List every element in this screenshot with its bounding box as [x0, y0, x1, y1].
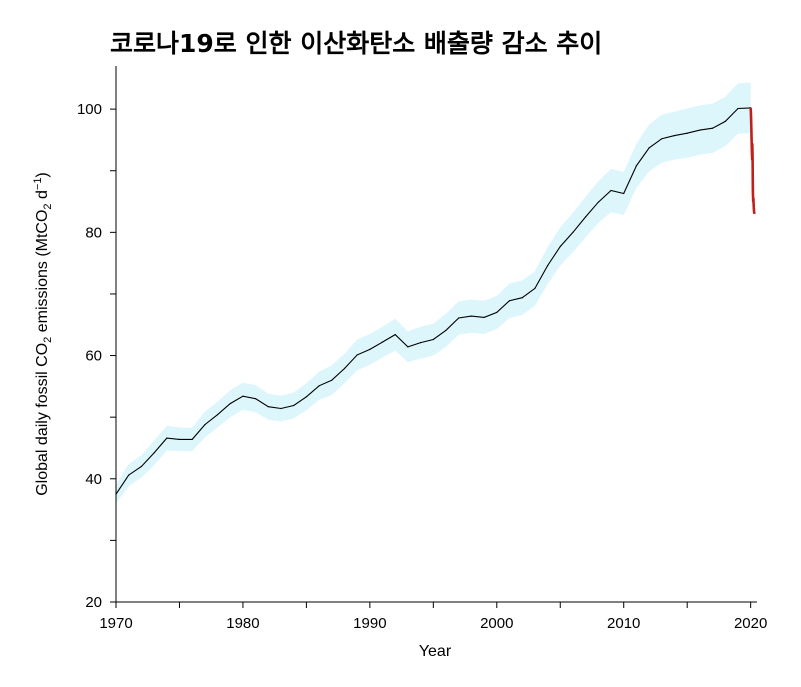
data-point — [242, 395, 244, 397]
y-axis-label: Global daily fossil CO2 emissions (MtCO2… — [32, 172, 54, 496]
data-point — [255, 398, 257, 400]
data-point — [712, 127, 714, 129]
x-tick-label: 1990 — [353, 615, 386, 632]
covid-daily-line-layer — [749, 107, 756, 215]
data-point — [496, 311, 498, 313]
data-point — [508, 300, 511, 302]
data-point — [445, 329, 447, 331]
data-point — [521, 297, 523, 299]
data-point — [382, 341, 384, 343]
data-point — [280, 407, 282, 410]
data-point — [356, 354, 358, 356]
data-point — [204, 424, 206, 426]
y-tick-label: 100 — [77, 101, 102, 118]
y-tick-label: 80 — [85, 224, 102, 241]
data-point — [547, 265, 549, 267]
y-tick-label: 40 — [85, 471, 102, 488]
x-tick-label: 2000 — [480, 615, 513, 632]
x-axis-label: Year — [419, 643, 452, 660]
data-point — [432, 338, 434, 341]
covid-2020-daily-line — [749, 107, 756, 215]
axes-layer — [115, 66, 757, 603]
data-point — [229, 403, 231, 405]
x-tick-label: 2010 — [607, 615, 640, 632]
data-point — [293, 404, 295, 407]
data-point — [559, 245, 561, 248]
data-point — [458, 317, 460, 319]
data-point — [191, 438, 193, 440]
data-point — [216, 414, 219, 416]
data-point — [534, 287, 536, 289]
data-point — [673, 135, 676, 137]
data-point — [597, 201, 599, 203]
data-point — [610, 189, 612, 192]
data-point — [153, 452, 155, 454]
data-point — [699, 129, 701, 131]
data-point — [420, 342, 422, 344]
data-point — [724, 120, 726, 122]
x-tick-label: 2020 — [734, 615, 767, 632]
data-point — [661, 138, 663, 140]
data-point — [623, 192, 625, 195]
data-point — [407, 346, 409, 348]
data-point — [585, 216, 587, 218]
uncertainty-band-layer — [116, 82, 751, 504]
data-point — [635, 165, 638, 167]
data-point — [267, 406, 269, 408]
chart-title: 코로나19로 인한 이산화탄소 배출량 감소 추이 — [110, 29, 603, 58]
data-point — [470, 315, 472, 317]
data-point — [140, 465, 142, 468]
data-point — [572, 231, 574, 233]
data-point — [394, 334, 396, 336]
annual-emissions-line-layer — [115, 107, 752, 495]
data-point — [343, 367, 346, 370]
data-point — [686, 132, 688, 134]
y-tick-label: 60 — [85, 348, 102, 365]
data-point — [369, 348, 371, 350]
x-tick-label: 1980 — [226, 615, 259, 632]
data-point — [318, 385, 320, 387]
data-point — [648, 147, 650, 149]
data-point — [737, 107, 739, 110]
data-point — [331, 379, 333, 381]
data-point — [483, 316, 485, 318]
data-point — [178, 438, 181, 440]
y-tick-layer: 20 40 60 80 100 — [77, 101, 116, 611]
data-point — [128, 474, 130, 476]
uncertainty-band — [116, 82, 751, 504]
data-point — [166, 437, 168, 439]
x-tick-label: 1970 — [99, 615, 132, 632]
y-tick-label: 20 — [85, 594, 102, 611]
data-point — [305, 396, 307, 398]
x-tick-layer: 1970 1980 1990 2000 2010 2020 — [99, 602, 767, 632]
